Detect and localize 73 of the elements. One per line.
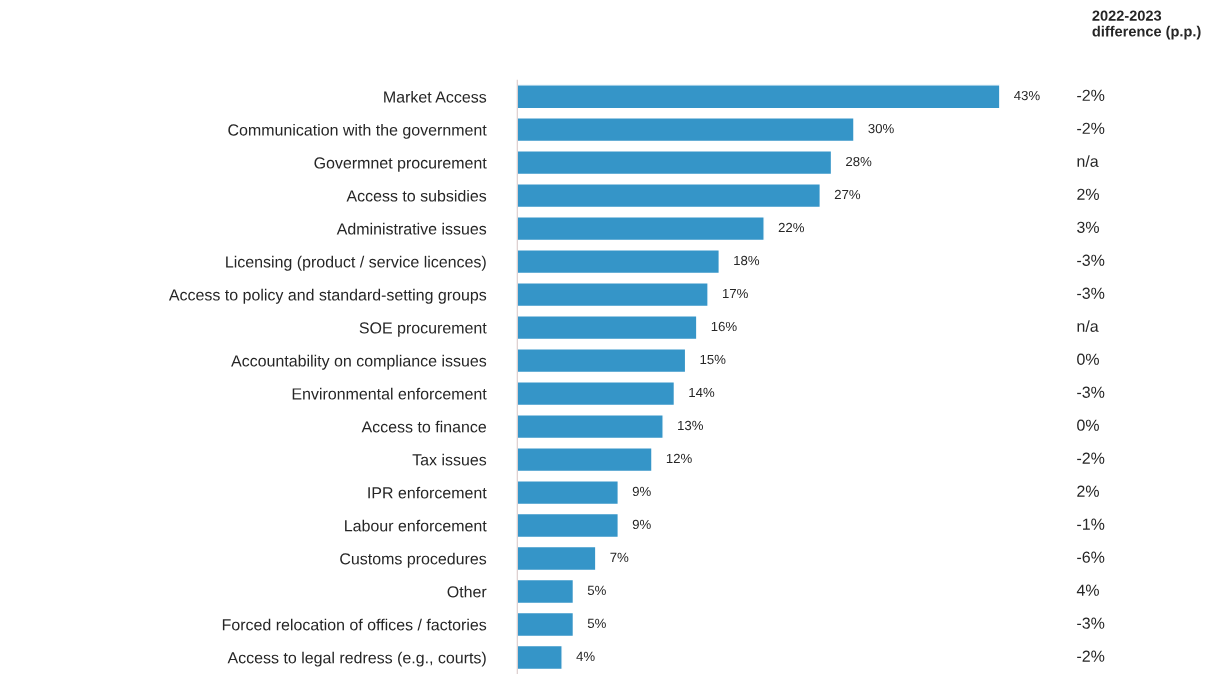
text: -2% bbox=[1077, 452, 1105, 464]
y-tick-label: Environmental enforcement bbox=[292, 387, 487, 400]
text: 4% bbox=[1076, 584, 1099, 596]
data-label: 9% bbox=[632, 486, 651, 497]
data-label: 27% bbox=[834, 189, 861, 200]
y-tick-label: Forced relocation of offices / factories bbox=[222, 618, 487, 631]
data-label: 13% bbox=[678, 420, 703, 431]
y-tick-label: Access to subsidies bbox=[346, 189, 487, 202]
bar bbox=[517, 216, 765, 242]
data-label: 7% bbox=[610, 552, 629, 563]
bar bbox=[517, 578, 575, 605]
y-tick-label: Govermnet procurement bbox=[314, 157, 487, 172]
y-tick-label: Other bbox=[447, 585, 487, 598]
text: -3% bbox=[1077, 287, 1105, 299]
bar bbox=[517, 84, 1001, 110]
y-tick-label: Access to policy and standard-setting groups bbox=[168, 288, 487, 304]
data-label: 9% bbox=[632, 519, 651, 530]
y-tick-label: Licensing (product / service licences) bbox=[226, 255, 486, 271]
y-tick-label: SOE procurement bbox=[359, 322, 487, 337]
text: 3% bbox=[1077, 221, 1099, 233]
data-label: 22% bbox=[778, 222, 805, 233]
text: -2% bbox=[1077, 122, 1105, 134]
bar bbox=[517, 282, 709, 308]
text: -3% bbox=[1077, 617, 1105, 629]
y-tick-label: Access to finance bbox=[361, 420, 487, 433]
text: n/a bbox=[1077, 155, 1099, 167]
bar bbox=[517, 150, 833, 176]
y-tick-label: Accountability on compliance issues bbox=[231, 354, 487, 370]
data-label: 18% bbox=[734, 255, 760, 266]
y-tick-label: IPR enforcement bbox=[368, 486, 487, 499]
data-label: 43% bbox=[1014, 90, 1040, 101]
bar bbox=[517, 117, 855, 143]
text: n/a bbox=[1077, 320, 1099, 332]
y-tick-label: Administrative issues bbox=[336, 222, 487, 235]
text: -6% bbox=[1077, 551, 1105, 563]
y-tick-label: Market Access bbox=[384, 90, 487, 103]
bar bbox=[517, 414, 664, 440]
text: -2% bbox=[1077, 650, 1105, 662]
data-label: 28% bbox=[846, 156, 872, 167]
text: -3% bbox=[1077, 386, 1105, 398]
data-label: 5% bbox=[587, 585, 606, 596]
data-label: 16% bbox=[711, 321, 737, 332]
bar bbox=[517, 447, 653, 473]
y-tick-label: Customs procedures bbox=[340, 552, 487, 568]
text: -2% bbox=[1077, 89, 1105, 101]
data-label: 30% bbox=[868, 123, 894, 134]
y-tick-label: Communication with the government bbox=[228, 123, 487, 139]
text: 2% bbox=[1077, 485, 1099, 497]
y-tick-label: Labour enforcement bbox=[345, 519, 487, 532]
bar bbox=[517, 545, 597, 572]
text: -1% bbox=[1077, 518, 1105, 530]
data-label: 12% bbox=[666, 453, 692, 464]
text: -3% bbox=[1077, 254, 1105, 266]
data-label: 17% bbox=[722, 288, 748, 299]
text: 2% bbox=[1077, 188, 1099, 200]
data-label: 15% bbox=[700, 354, 726, 365]
bar bbox=[517, 644, 563, 671]
text: 2022-2023 difference (p.p.) bbox=[1092, 10, 1201, 40]
bar bbox=[517, 183, 821, 209]
data-label: 14% bbox=[689, 387, 715, 398]
text: 0% bbox=[1077, 353, 1099, 365]
bar bbox=[517, 381, 676, 407]
bar bbox=[517, 611, 575, 638]
bar bbox=[517, 315, 698, 341]
data-label: 4% bbox=[576, 651, 595, 661]
text: 0% bbox=[1077, 419, 1099, 431]
bar bbox=[517, 348, 687, 374]
bar bbox=[517, 512, 619, 539]
data-label: 5% bbox=[587, 618, 606, 629]
y-tick-label: Tax issues bbox=[412, 453, 487, 466]
bar bbox=[517, 479, 619, 506]
y-tick-label: Access to legal redress (e.g., courts) bbox=[227, 651, 486, 667]
bar bbox=[517, 249, 720, 275]
